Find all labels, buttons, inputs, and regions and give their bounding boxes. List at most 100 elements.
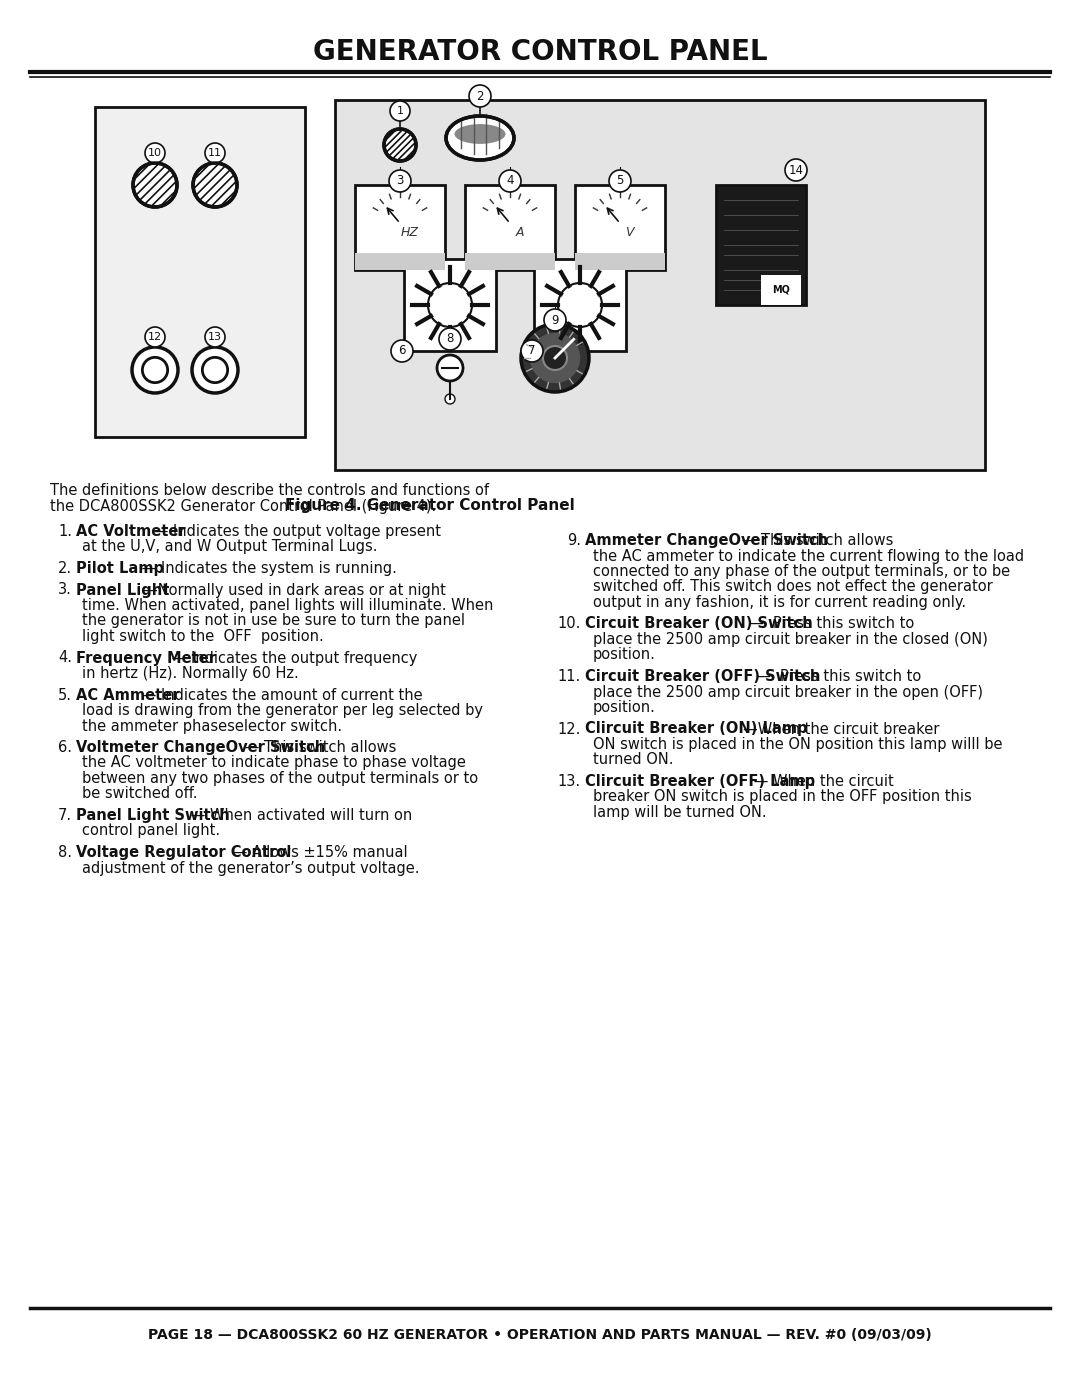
Circle shape xyxy=(521,324,589,393)
Text: —Normally used in dark areas or at night: —Normally used in dark areas or at night xyxy=(143,583,446,598)
Text: — Indicates the output voltage present: — Indicates the output voltage present xyxy=(149,524,441,539)
Text: Ammeter ChangeOver Switch: Ammeter ChangeOver Switch xyxy=(585,534,828,548)
Text: the AC ammeter to indicate the current flowing to the load: the AC ammeter to indicate the current f… xyxy=(593,549,1024,563)
Bar xyxy=(335,101,985,469)
Text: position.: position. xyxy=(593,700,656,715)
Text: V: V xyxy=(625,226,634,239)
Text: between any two phases of the output terminals or to: between any two phases of the output ter… xyxy=(82,771,478,787)
Circle shape xyxy=(428,284,472,327)
Text: Figure 4. Generator Control Panel: Figure 4. Generator Control Panel xyxy=(285,497,575,513)
Text: 9: 9 xyxy=(551,313,558,327)
Text: 5.: 5. xyxy=(58,687,72,703)
Text: lamp will be turned ON.: lamp will be turned ON. xyxy=(593,805,767,820)
Text: 12.: 12. xyxy=(557,721,581,736)
Text: Panel Light Switch: Panel Light Switch xyxy=(76,807,230,823)
Bar xyxy=(465,253,555,270)
Text: — When activated will turn on: — When activated will turn on xyxy=(186,807,411,823)
Text: 7.: 7. xyxy=(58,807,72,823)
Text: — Indicates the output frequency: — Indicates the output frequency xyxy=(167,651,418,665)
Bar xyxy=(355,253,445,270)
Text: connected to any phase of the output terminals, or to be: connected to any phase of the output ter… xyxy=(593,564,1010,578)
Text: — This switch allows: — This switch allows xyxy=(241,740,396,754)
Text: —When the circuit breaker: —When the circuit breaker xyxy=(743,721,940,736)
Text: —  Press this switch to: — Press this switch to xyxy=(750,616,915,631)
Text: Voltage Regulator Control: Voltage Regulator Control xyxy=(76,845,292,861)
Text: 6.: 6. xyxy=(58,740,72,754)
Text: 4.: 4. xyxy=(58,651,72,665)
Circle shape xyxy=(391,339,413,362)
Text: 6: 6 xyxy=(399,345,406,358)
Text: 9.: 9. xyxy=(567,534,581,548)
Text: 8: 8 xyxy=(446,332,454,345)
Text: 3.: 3. xyxy=(58,583,72,598)
Text: Frequency Meter: Frequency Meter xyxy=(76,651,216,665)
Text: breaker ON switch is placed in the OFF position this: breaker ON switch is placed in the OFF p… xyxy=(593,789,972,805)
Text: 11.: 11. xyxy=(557,669,581,685)
Bar xyxy=(534,258,626,351)
Text: Clircuit Breaker (OFF) Lamp: Clircuit Breaker (OFF) Lamp xyxy=(585,774,815,789)
Text: 10.: 10. xyxy=(557,616,581,631)
Text: Circuit Breaker (OFF) Switch: Circuit Breaker (OFF) Switch xyxy=(585,669,821,685)
Text: 14: 14 xyxy=(788,163,804,176)
Text: 5: 5 xyxy=(617,175,623,187)
Text: position.: position. xyxy=(593,647,656,662)
Bar xyxy=(716,184,806,305)
Text: GENERATOR CONTROL PANEL: GENERATOR CONTROL PANEL xyxy=(313,38,767,66)
Text: the ammeter phaseselector switch.: the ammeter phaseselector switch. xyxy=(82,718,342,733)
Text: 10: 10 xyxy=(148,148,162,158)
Text: place the 2500 amp circuit breaker in the open (OFF): place the 2500 amp circuit breaker in th… xyxy=(593,685,983,700)
Text: Panel Light: Panel Light xyxy=(76,583,170,598)
Text: Circuit Breaker (ON) Switch: Circuit Breaker (ON) Switch xyxy=(585,616,813,631)
Circle shape xyxy=(205,142,225,163)
Text: the AC voltmeter to indicate phase to phase voltage: the AC voltmeter to indicate phase to ph… xyxy=(82,756,465,771)
Circle shape xyxy=(543,346,567,370)
Circle shape xyxy=(384,129,416,161)
Circle shape xyxy=(192,346,238,393)
Circle shape xyxy=(132,346,178,393)
Text: 11: 11 xyxy=(208,148,222,158)
Text: HZ: HZ xyxy=(401,226,419,239)
Bar xyxy=(95,108,305,437)
Circle shape xyxy=(521,339,543,362)
Text: 1.: 1. xyxy=(58,524,72,539)
Text: 2: 2 xyxy=(476,89,484,102)
Circle shape xyxy=(469,85,491,108)
Bar xyxy=(575,184,665,270)
Circle shape xyxy=(202,358,228,383)
Text: AC Ammeter: AC Ammeter xyxy=(76,687,179,703)
Text: — When the circuit: — When the circuit xyxy=(750,774,894,789)
Text: turned ON.: turned ON. xyxy=(593,753,674,767)
Circle shape xyxy=(438,328,461,351)
Text: MQ: MQ xyxy=(772,285,789,295)
Text: 7: 7 xyxy=(528,345,536,358)
Text: Pilot Lamp: Pilot Lamp xyxy=(76,562,164,576)
Text: 1: 1 xyxy=(396,106,404,116)
Text: control panel light.: control panel light. xyxy=(82,823,220,838)
Text: — This switch allows: — This switch allows xyxy=(738,534,893,548)
Circle shape xyxy=(499,170,521,191)
Circle shape xyxy=(558,284,602,327)
Text: at the U,V, and W Output Terminal Lugs.: at the U,V, and W Output Terminal Lugs. xyxy=(82,539,378,555)
Bar xyxy=(575,253,665,270)
Circle shape xyxy=(193,163,237,207)
Circle shape xyxy=(544,309,566,331)
Bar xyxy=(465,184,555,270)
Text: Voltmeter ChangeOver Switch: Voltmeter ChangeOver Switch xyxy=(76,740,325,754)
Text: AC Voltmeter: AC Voltmeter xyxy=(76,524,186,539)
Text: The definitions below describe the controls and functions of: The definitions below describe the contr… xyxy=(50,483,489,497)
Circle shape xyxy=(531,334,579,381)
Text: load is drawing from the generator per leg selected by: load is drawing from the generator per l… xyxy=(82,703,483,718)
Ellipse shape xyxy=(455,124,505,144)
Circle shape xyxy=(445,394,455,404)
Ellipse shape xyxy=(446,116,514,161)
Circle shape xyxy=(205,327,225,346)
Circle shape xyxy=(390,101,410,122)
Text: be switched off.: be switched off. xyxy=(82,787,198,802)
Text: 4: 4 xyxy=(507,175,514,187)
Text: adjustment of the generator’s output voltage.: adjustment of the generator’s output vol… xyxy=(82,861,419,876)
Text: PAGE 18 — DCA800SSK2 60 HZ GENERATOR • OPERATION AND PARTS MANUAL — REV. #0 (09/: PAGE 18 — DCA800SSK2 60 HZ GENERATOR • O… xyxy=(148,1329,932,1343)
Text: output in any fashion, it is for current reading only.: output in any fashion, it is for current… xyxy=(593,595,967,610)
Text: — Indicates the system is running.: — Indicates the system is running. xyxy=(137,562,396,576)
Text: 13: 13 xyxy=(208,332,222,342)
Text: switched off. This switch does not effect the generator: switched off. This switch does not effec… xyxy=(593,580,993,595)
